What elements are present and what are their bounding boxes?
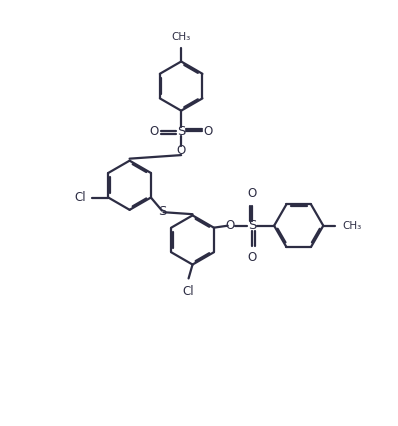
Text: O: O: [203, 125, 213, 138]
Text: CH₃: CH₃: [342, 221, 361, 231]
Text: O: O: [248, 187, 257, 200]
Text: Cl: Cl: [74, 191, 86, 204]
Text: O: O: [177, 144, 186, 157]
Text: S: S: [248, 219, 256, 232]
Text: CH₃: CH₃: [172, 32, 191, 42]
Text: Cl: Cl: [182, 285, 193, 298]
Text: O: O: [150, 125, 159, 138]
Text: O: O: [226, 219, 235, 232]
Text: S: S: [177, 125, 185, 138]
Text: O: O: [248, 251, 257, 265]
Text: S: S: [158, 205, 167, 218]
